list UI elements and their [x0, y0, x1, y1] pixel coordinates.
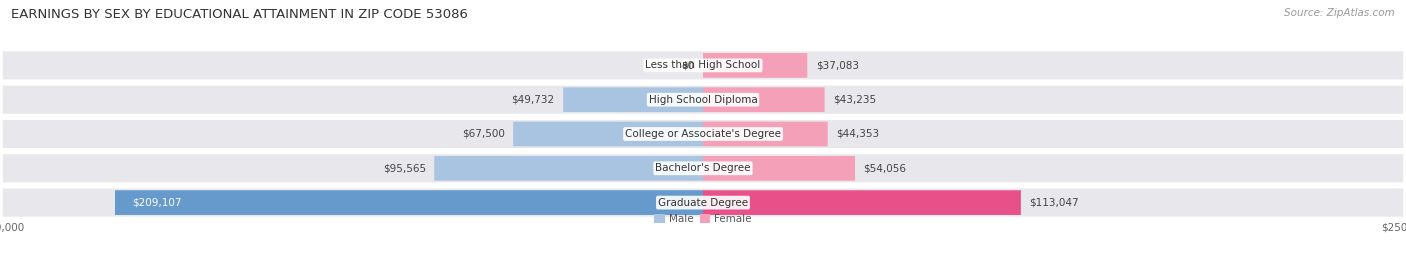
Text: $43,235: $43,235: [832, 95, 876, 105]
FancyBboxPatch shape: [703, 190, 1021, 215]
Text: Source: ZipAtlas.com: Source: ZipAtlas.com: [1284, 8, 1395, 18]
Text: EARNINGS BY SEX BY EDUCATIONAL ATTAINMENT IN ZIP CODE 53086: EARNINGS BY SEX BY EDUCATIONAL ATTAINMEN…: [11, 8, 468, 21]
Text: $44,353: $44,353: [837, 129, 879, 139]
FancyBboxPatch shape: [564, 87, 703, 112]
FancyBboxPatch shape: [3, 51, 1403, 79]
Text: $95,565: $95,565: [382, 163, 426, 173]
FancyBboxPatch shape: [703, 122, 828, 146]
Text: Bachelor's Degree: Bachelor's Degree: [655, 163, 751, 173]
FancyBboxPatch shape: [703, 53, 807, 78]
Text: $54,056: $54,056: [863, 163, 907, 173]
FancyBboxPatch shape: [3, 189, 1403, 217]
FancyBboxPatch shape: [3, 154, 1403, 182]
Text: $37,083: $37,083: [815, 60, 859, 70]
FancyBboxPatch shape: [513, 122, 703, 146]
Text: $49,732: $49,732: [512, 95, 555, 105]
Text: $0: $0: [682, 60, 695, 70]
Legend: Male, Female: Male, Female: [650, 210, 756, 228]
Text: $67,500: $67,500: [463, 129, 505, 139]
FancyBboxPatch shape: [434, 156, 703, 181]
FancyBboxPatch shape: [3, 120, 1403, 148]
Text: High School Diploma: High School Diploma: [648, 95, 758, 105]
FancyBboxPatch shape: [115, 190, 703, 215]
Text: $113,047: $113,047: [1029, 198, 1078, 208]
Text: Less than High School: Less than High School: [645, 60, 761, 70]
Text: College or Associate's Degree: College or Associate's Degree: [626, 129, 780, 139]
FancyBboxPatch shape: [703, 87, 824, 112]
FancyBboxPatch shape: [703, 156, 855, 181]
FancyBboxPatch shape: [3, 86, 1403, 114]
Text: $209,107: $209,107: [132, 198, 181, 208]
Text: Graduate Degree: Graduate Degree: [658, 198, 748, 208]
